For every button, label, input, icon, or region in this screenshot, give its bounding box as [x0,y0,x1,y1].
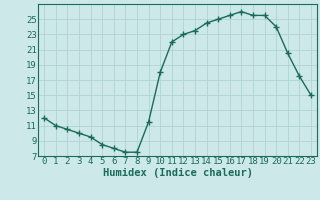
X-axis label: Humidex (Indice chaleur): Humidex (Indice chaleur) [103,168,252,178]
